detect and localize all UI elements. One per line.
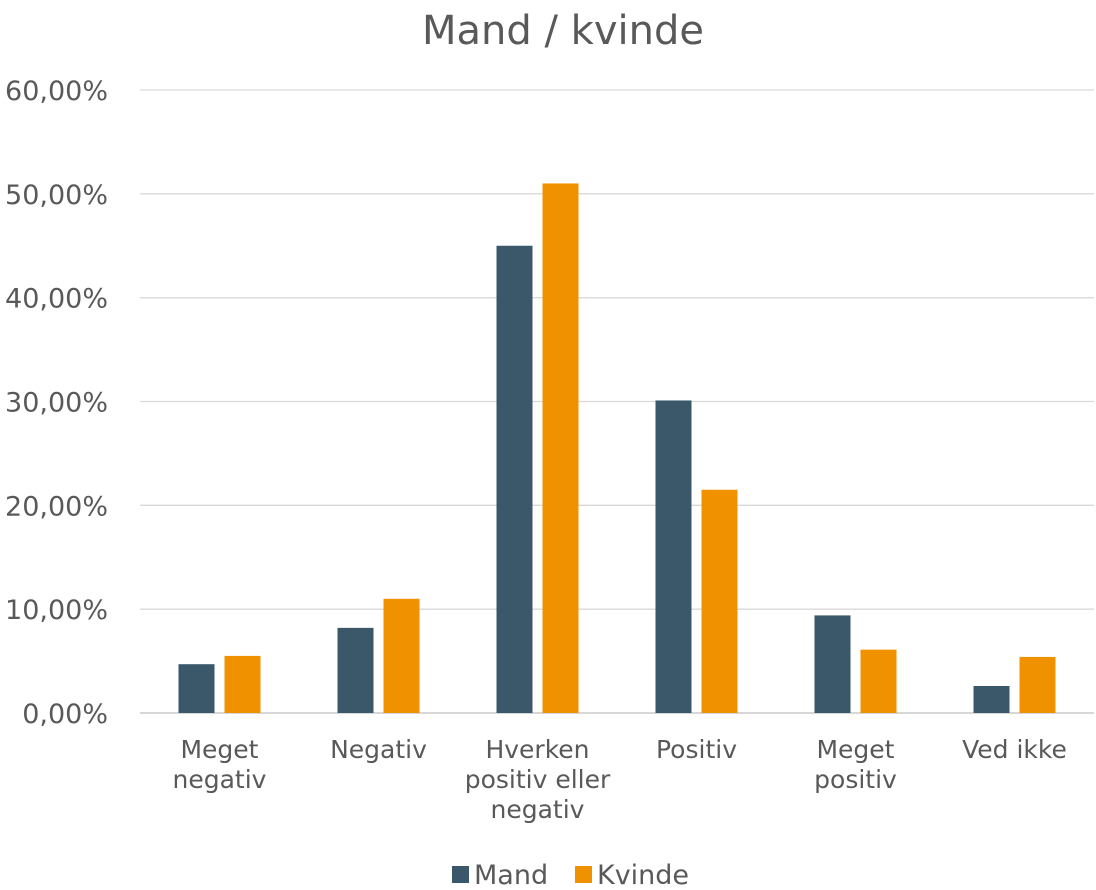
bar-mand-5 [973, 686, 1010, 713]
bar-kvinde-1 [383, 598, 420, 713]
x-category-label-line: Ved ikke [962, 735, 1067, 764]
y-tick-label: 40,00% [5, 284, 108, 315]
bar-mand-4 [814, 615, 851, 713]
y-tick-label: 0,00% [22, 699, 108, 730]
bar-mand-0 [178, 664, 215, 713]
x-category-label-line: negativ [491, 795, 585, 824]
chart-title: Mand / kvinde [422, 8, 704, 54]
x-category-label: Positiv [656, 735, 737, 764]
x-category-label-line: Meget [816, 735, 894, 764]
y-tick-label: 60,00% [5, 76, 108, 107]
bars [178, 183, 1056, 713]
x-category-label: Ved ikke [962, 735, 1067, 764]
x-category-label: Meget positiv [814, 735, 897, 794]
bar-kvinde-0 [224, 655, 261, 713]
bar-kvinde-5 [1019, 656, 1056, 713]
bar-mand-3 [655, 400, 692, 713]
y-tick-label: 50,00% [5, 180, 108, 211]
legend-swatch-kvinde [575, 866, 592, 883]
x-category-label-line: Negativ [330, 735, 427, 764]
bar-mand-2 [496, 245, 533, 713]
y-tick-label: 20,00% [5, 491, 108, 522]
x-category-label-line: Positiv [656, 735, 737, 764]
legend: Mand Kvinde [452, 860, 689, 890]
x-category-label: Meget negativ [173, 735, 267, 794]
x-category-label: Negativ [330, 735, 427, 764]
x-category-label-line: negativ [173, 765, 267, 794]
legend-label-mand: Mand [474, 860, 548, 890]
bar-mand-1 [337, 627, 374, 713]
bar-kvinde-2 [542, 183, 579, 713]
bar-kvinde-3 [701, 489, 738, 713]
legend-label-kvinde: Kvinde [597, 860, 689, 890]
y-tick-label: 30,00% [5, 388, 108, 419]
x-category-label: Hverken positiv eller negativ [465, 735, 611, 824]
x-category-label-line: Hverken [485, 735, 589, 764]
gridlines [140, 89, 1094, 714]
legend-swatch-mand [452, 866, 469, 883]
y-axis-tick-labels: 0,00% 10,00% 20,00% 30,00% 40,00% 50,00% 60,00… [5, 76, 108, 730]
x-category-label-line: positiv eller [465, 765, 611, 794]
x-category-label-line: Meget [180, 735, 258, 764]
x-category-label-line: positiv [814, 765, 897, 794]
y-tick-label: 10,00% [5, 595, 108, 626]
bar-kvinde-4 [860, 649, 897, 713]
